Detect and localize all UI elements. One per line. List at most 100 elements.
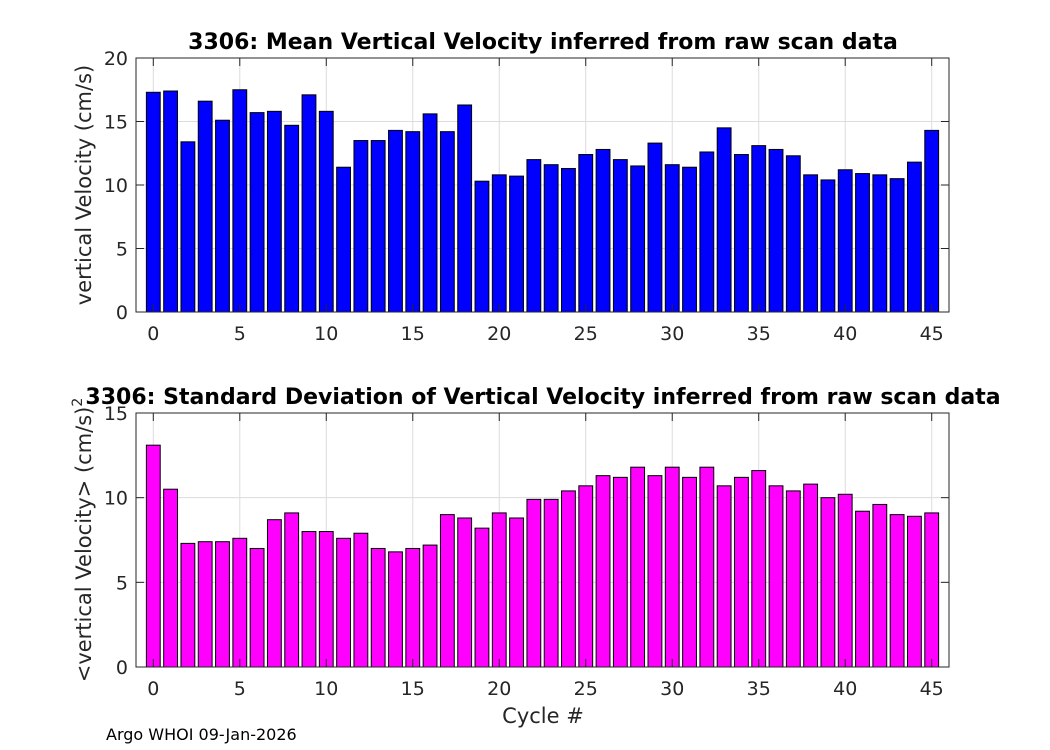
bar-std-cycle-2 <box>180 542 196 668</box>
bar-mean-cycle-30 <box>664 164 680 313</box>
bar-mean-cycle-9 <box>301 94 317 313</box>
x-tick-label: 15 <box>401 323 425 345</box>
y-tick-label: 5 <box>116 572 128 594</box>
y-tick-label: 20 <box>104 48 128 70</box>
bar-mean-cycle-10 <box>318 110 334 313</box>
x-tick-label: 20 <box>487 678 511 700</box>
bar-std-cycle-29 <box>647 475 663 668</box>
bar-std-cycle-21 <box>509 517 524 668</box>
bar-std-cycle-24 <box>561 490 576 668</box>
bar-mean-cycle-0 <box>145 91 161 313</box>
bar-mean-cycle-42 <box>872 174 888 313</box>
bar-std-cycle-9 <box>301 531 317 668</box>
x-tick-label: 10 <box>314 323 338 345</box>
chart-title-mean: 3306: Mean Vertical Velocity inferred fr… <box>188 30 898 55</box>
bar-mean-cycle-4 <box>215 119 230 313</box>
bar-mean-cycle-25 <box>578 154 594 313</box>
bar-std-cycle-43 <box>889 514 905 668</box>
bar-std-cycle-4 <box>215 541 230 668</box>
x-tick-label: 30 <box>660 323 684 345</box>
bar-std-cycle-30 <box>664 466 680 668</box>
bar-mean-cycle-32 <box>699 151 715 313</box>
x-tick-label: 15 <box>401 678 425 700</box>
y-tick-label: 15 <box>104 112 128 134</box>
bar-std-cycle-8 <box>284 512 300 668</box>
y-axis-label-std-superscript: 2 <box>70 398 86 407</box>
bar-mean-cycle-34 <box>734 154 749 313</box>
bar-std-cycle-45 <box>924 512 940 668</box>
y-tick-label: 0 <box>116 657 128 679</box>
bar-mean-cycle-14 <box>388 129 403 313</box>
bar-mean-cycle-13 <box>370 140 386 313</box>
bar-std-cycle-19 <box>474 527 490 668</box>
mean-velocity-chart: 0 5 10 15 20 25 30 35 40 45 0 5 10 15 20 3306: Mean Ve… <box>72 30 950 345</box>
bar-mean-cycle-36 <box>768 148 784 313</box>
bar-std-cycle-22 <box>526 498 542 668</box>
bar-std-cycle-3 <box>197 541 213 668</box>
bar-mean-cycle-23 <box>543 164 559 313</box>
bar-std-cycle-26 <box>595 475 611 668</box>
bar-mean-cycle-24 <box>561 167 576 313</box>
x-tick-label: 45 <box>920 678 944 700</box>
bar-std-cycle-40 <box>837 493 853 668</box>
footer-credit: Argo WHOI 09-Jan-2026 <box>106 725 297 744</box>
bar-mean-cycle-40 <box>837 169 853 313</box>
x-tick-label: 25 <box>574 678 598 700</box>
bar-mean-cycle-8 <box>284 124 300 313</box>
bar-mean-cycle-20 <box>491 174 507 313</box>
bar-std-cycle-11 <box>336 537 351 668</box>
bar-mean-cycle-45 <box>924 129 940 313</box>
bar-mean-cycle-43 <box>889 178 905 313</box>
bar-mean-cycle-18 <box>457 104 473 313</box>
bar-mean-cycle-7 <box>266 110 282 313</box>
bar-mean-cycle-15 <box>405 131 421 313</box>
bar-mean-cycle-22 <box>526 159 542 313</box>
x-tick-label: 0 <box>147 678 159 700</box>
bar-mean-cycle-35 <box>751 145 767 313</box>
bar-std-cycle-38 <box>803 483 819 668</box>
y-axis-label-std: <vertical Velocity> (cm/s)2 <box>70 398 96 683</box>
bar-std-cycle-44 <box>906 515 922 668</box>
bar-std-cycle-33 <box>716 485 732 668</box>
x-axis-label: Cycle # <box>502 704 584 728</box>
bar-std-cycle-0 <box>145 444 161 668</box>
x-tick-label: 10 <box>314 678 338 700</box>
x-tick-label: 0 <box>147 323 159 345</box>
bar-mean-cycle-21 <box>509 175 524 313</box>
bar-std-cycle-32 <box>699 466 715 668</box>
bar-mean-cycle-6 <box>249 112 265 313</box>
bar-mean-cycle-27 <box>612 159 628 313</box>
y-tick-label: 5 <box>116 239 128 261</box>
bar-std-cycle-13 <box>370 547 386 668</box>
bar-std-cycle-16 <box>422 544 438 668</box>
bar-std-cycle-12 <box>353 532 369 668</box>
bar-std-cycle-27 <box>612 476 628 668</box>
bar-std-cycle-5 <box>232 537 248 668</box>
bar-mean-cycle-11 <box>336 166 351 313</box>
bar-std-cycle-20 <box>491 512 507 668</box>
std-velocity-chart: 0 5 10 15 20 25 30 35 40 45 0 5 10 15 3306: Standard … <box>70 385 1001 728</box>
bar-std-cycle-36 <box>768 485 784 668</box>
bar-std-cycle-28 <box>630 466 646 668</box>
bar-std-cycle-42 <box>872 503 888 668</box>
bar-mean-cycle-33 <box>716 127 732 313</box>
x-tick-label: 35 <box>747 323 771 345</box>
x-tick-label: 40 <box>833 323 857 345</box>
y-tick-label: 10 <box>104 175 128 197</box>
bar-std-cycle-25 <box>578 485 594 668</box>
bar-mean-cycle-44 <box>906 161 922 313</box>
chart-title-std: 3306: Standard Deviation of Vertical Vel… <box>85 385 1000 410</box>
bar-std-cycle-7 <box>266 519 282 668</box>
x-tick-label: 30 <box>660 678 684 700</box>
bar-std-cycle-10 <box>318 531 334 668</box>
plot-frame-std <box>135 412 950 668</box>
y-tick-label: 10 <box>104 488 128 510</box>
bar-std-cycle-23 <box>543 498 559 668</box>
bar-std-cycle-31 <box>682 476 697 668</box>
bar-std-cycle-15 <box>405 547 421 668</box>
bar-mean-cycle-2 <box>180 141 196 313</box>
bar-mean-cycle-31 <box>682 166 697 313</box>
bar-std-cycle-14 <box>388 551 403 668</box>
bar-std-cycle-41 <box>855 510 870 668</box>
